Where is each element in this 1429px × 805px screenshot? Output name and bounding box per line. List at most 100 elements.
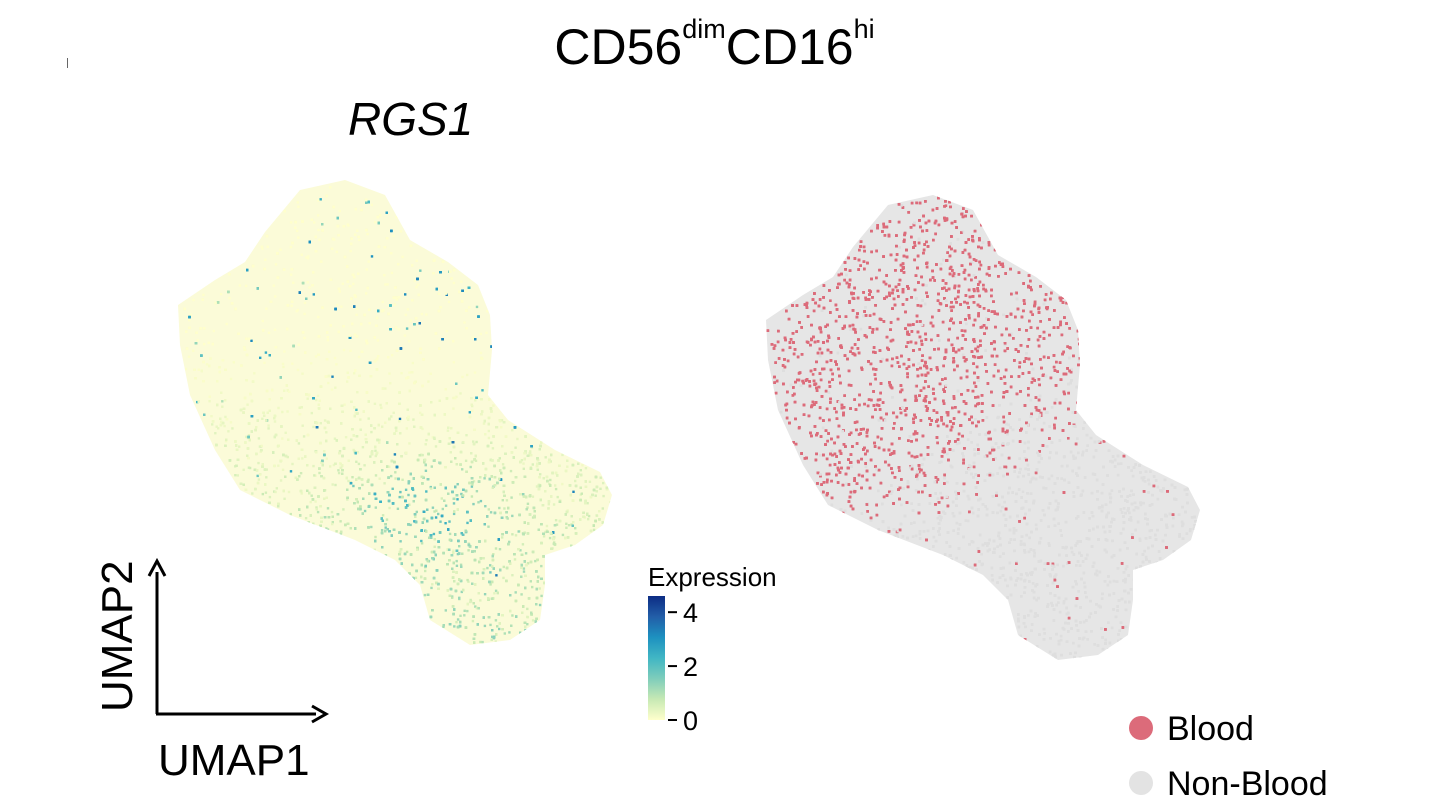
cell-point (273, 420, 277, 423)
cell-point (277, 464, 280, 467)
cell-point (511, 614, 514, 617)
cell-point (487, 525, 490, 528)
cell-point (492, 404, 495, 407)
cell-point (313, 474, 316, 477)
cell-point (452, 281, 456, 285)
cell-point (405, 532, 408, 536)
cell-point (521, 543, 525, 546)
cell-point (403, 334, 407, 337)
cell-point (325, 457, 328, 460)
cell-point (516, 437, 519, 441)
cell-point (459, 392, 462, 395)
cell-point (468, 306, 471, 309)
cell-point (289, 512, 292, 516)
cell-point (475, 440, 478, 444)
cell-point (352, 282, 355, 286)
cell-point (452, 396, 455, 400)
cell-point (343, 403, 346, 406)
cell-point (257, 437, 261, 440)
cell-point (531, 619, 535, 622)
cell-point (424, 569, 427, 573)
cell-point (314, 500, 317, 503)
cell-point (267, 427, 270, 430)
cell-point (274, 490, 277, 494)
cell-point (215, 425, 218, 428)
cell-point (294, 226, 297, 229)
cell-point (405, 327, 409, 330)
cell-point (408, 371, 411, 374)
cell-point (503, 507, 506, 510)
cell-point (245, 435, 248, 439)
cell-point (429, 487, 433, 490)
cell-point (228, 296, 231, 300)
cell-point (312, 464, 315, 468)
cell-point (244, 284, 248, 288)
cell-point (246, 403, 249, 406)
cell-point (539, 473, 542, 476)
cell-point (291, 462, 294, 466)
cell-point (281, 437, 284, 440)
cell-point (491, 635, 494, 638)
cell-point (381, 300, 384, 304)
cell-point (349, 249, 352, 253)
cell-point (565, 522, 568, 525)
cell-point (503, 632, 506, 635)
cell-point (384, 526, 387, 529)
cell-point (471, 404, 474, 408)
cell-point (540, 594, 543, 598)
cell-point (318, 238, 321, 241)
cell-point (489, 623, 492, 627)
cell-point (475, 305, 479, 309)
cell-point (566, 509, 569, 512)
cell-point (453, 625, 456, 628)
cell-point (236, 474, 239, 477)
cell-point (531, 516, 535, 519)
cell-point (472, 440, 475, 443)
cell-point (289, 245, 293, 249)
cell-point (601, 507, 604, 510)
cell-point (224, 440, 228, 443)
cell-point (220, 292, 223, 296)
cell-point (212, 329, 215, 333)
cell-point (217, 427, 220, 430)
cell-point (463, 321, 466, 324)
cell-point (325, 527, 328, 530)
cell-point (508, 631, 511, 634)
cell-point (479, 599, 482, 602)
cell-point (473, 371, 477, 374)
cell-point (526, 562, 530, 565)
title-cd56: CD56 (554, 19, 683, 75)
cell-point (433, 510, 436, 513)
cell-point (456, 483, 459, 486)
cell-point (333, 356, 337, 360)
cell-point (461, 468, 464, 471)
cell-point (444, 522, 447, 525)
cell-point (548, 536, 552, 540)
cell-point (369, 455, 372, 458)
cell-point (189, 313, 193, 316)
cell-point (259, 356, 262, 359)
cell-point (491, 486, 494, 489)
cell-point (399, 540, 402, 543)
cell-point (210, 415, 213, 418)
cell-point (303, 336, 306, 340)
cell-point (357, 355, 361, 359)
cell-point (309, 500, 312, 504)
cell-point (334, 386, 337, 389)
cell-point (383, 482, 386, 485)
cell-point (264, 491, 268, 494)
cell-point (363, 509, 367, 513)
cell-point (561, 482, 564, 486)
cell-point (511, 574, 514, 577)
cell-point (493, 592, 496, 595)
cell-point (390, 474, 393, 478)
cell-point (384, 283, 387, 286)
cell-point (501, 463, 505, 466)
cell-point (554, 484, 557, 487)
cell-point (425, 490, 428, 493)
cell-point (538, 603, 542, 607)
cell-point (265, 307, 268, 310)
cell-point (273, 490, 276, 493)
cell-point (505, 499, 509, 502)
